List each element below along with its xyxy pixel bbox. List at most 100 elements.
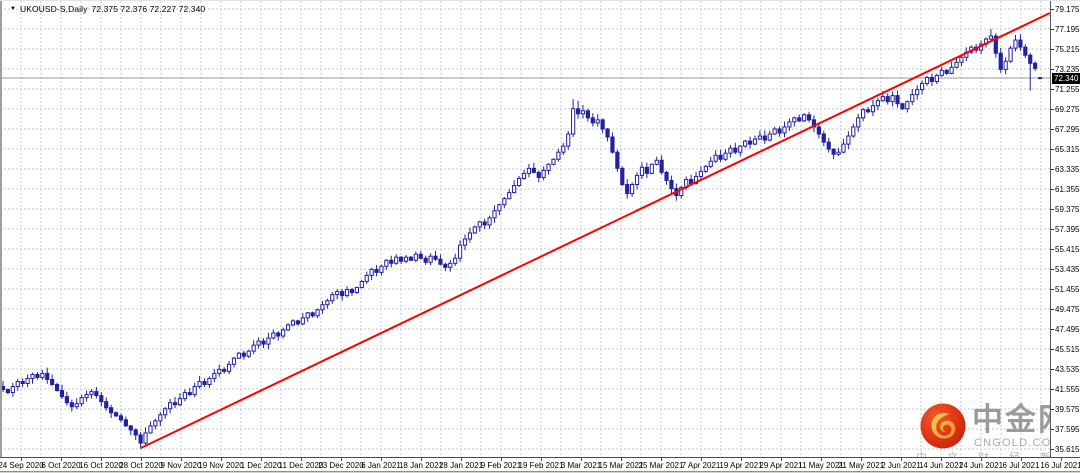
date-axis-tick [421, 458, 422, 461]
price-label: 55.415 [1055, 244, 1080, 254]
candle-bear [138, 434, 143, 444]
candle-bull [281, 329, 286, 337]
price-label: 41.555 [1055, 384, 1080, 394]
candle-bear [747, 140, 753, 145]
candle-bull [384, 259, 389, 267]
candle-bull [757, 135, 763, 140]
window-bottom-strip [0, 471, 1080, 473]
candle-bear [590, 117, 595, 124]
candle-bull [792, 117, 797, 123]
candle-bear [222, 368, 227, 372]
price-axis-tick [1051, 249, 1054, 250]
candle-bull [182, 392, 187, 400]
candle-bear [1037, 77, 1043, 80]
candle-bear [998, 52, 1003, 70]
candle-bull [300, 317, 305, 325]
candle-bear [482, 221, 487, 226]
price-axis[interactable]: 79.175 77.195 75.215 73.235 71.255 69.275 67.2… [1050, 1, 1080, 458]
candle-bull [679, 187, 684, 197]
trendline[interactable] [140, 12, 1050, 450]
candle-bull [448, 262, 453, 268]
date-label: 21 May 2021 [837, 461, 885, 470]
price-label: 65.315 [1055, 144, 1080, 154]
candle-bull [767, 133, 772, 141]
candle-bull [856, 117, 861, 128]
candle-bull [693, 175, 699, 184]
price-label: 57.395 [1055, 224, 1080, 234]
candle-bear [689, 178, 694, 184]
candle-bull [738, 145, 743, 153]
candle-bear [54, 384, 60, 392]
candle-bear [69, 402, 74, 408]
candle-bull [305, 312, 310, 319]
candle-bear [187, 392, 192, 396]
price-label: 47.495 [1055, 324, 1080, 334]
chart-canvas[interactable] [0, 1, 1050, 458]
candle-bull [158, 414, 163, 422]
candle-bull [949, 66, 954, 74]
candle-bear [993, 35, 998, 54]
candle-bull [654, 159, 659, 165]
candle-bull [698, 170, 704, 177]
candle-bear [777, 128, 782, 134]
price-axis-tick [1051, 9, 1054, 10]
date-axis-tick [1021, 458, 1022, 461]
candle-bear [806, 114, 812, 121]
candle-bull [492, 210, 497, 219]
price-axis-tick [1051, 329, 1054, 330]
date-label: 19 Apr 2021 [719, 461, 763, 470]
symbol-dropdown-icon[interactable]: ▼ [10, 5, 16, 12]
candle-bear [669, 179, 674, 190]
date-label: 19 Feb 2021 [518, 461, 564, 470]
candle-bull [335, 291, 340, 296]
date-axis-tick [501, 458, 502, 461]
price-axis-tick [1051, 409, 1054, 410]
candle-bull [546, 163, 551, 171]
price-axis-tick [1051, 189, 1054, 190]
candle-bear [1033, 62, 1038, 69]
date-label: 19 Nov 2020 [198, 461, 244, 470]
price-axis-tick [1051, 289, 1054, 290]
candle-bull [630, 184, 635, 195]
candle-bull [934, 74, 939, 82]
candle-bear [821, 133, 826, 143]
price-axis-tick [1051, 49, 1054, 50]
candle-bull [428, 255, 433, 263]
candle-bear [615, 151, 620, 169]
date-axis-tick [221, 458, 222, 461]
price-axis-tick [1051, 209, 1054, 210]
candle-bear [944, 69, 949, 74]
date-axis-tick [181, 458, 182, 461]
candle-bull [379, 265, 384, 273]
candle-bull [580, 110, 586, 115]
date-axis[interactable]: 24 Sep 2020 6 Oct 2020 16 Oct 2020 28 Oct 2… [0, 457, 1080, 472]
price-axis-tick [1051, 169, 1054, 170]
date-axis-tick [301, 458, 302, 461]
candle-bear [605, 128, 610, 138]
current-price-tag: 72.340 [1052, 72, 1080, 84]
candle-bull [197, 380, 202, 388]
price-label: 71.255 [1055, 84, 1080, 94]
ohlc-values: 72.375 72.376 72.227 72.340 [91, 3, 206, 14]
candle-bear [104, 401, 109, 409]
date-label: 9 Feb 2021 [480, 461, 522, 470]
candle-bear [389, 259, 394, 264]
price-axis-tick [1051, 149, 1054, 150]
candle-bear [718, 154, 723, 160]
candle-bull [364, 274, 369, 282]
candle-bear [575, 108, 581, 115]
candle-bear [625, 184, 630, 195]
candle-bull [168, 402, 173, 410]
price-label: 53.435 [1055, 264, 1080, 274]
date-axis-tick [341, 458, 342, 461]
candle-bear [340, 291, 345, 297]
candle-bull [74, 403, 79, 408]
candle-bear [610, 136, 615, 153]
candle-bear [45, 372, 50, 380]
date-label: 1 Dec 2020 [240, 461, 282, 470]
candle-bull [40, 372, 45, 378]
price-label: 39.575 [1055, 404, 1080, 414]
candle-bull [782, 126, 787, 134]
candle-bull [634, 174, 640, 186]
